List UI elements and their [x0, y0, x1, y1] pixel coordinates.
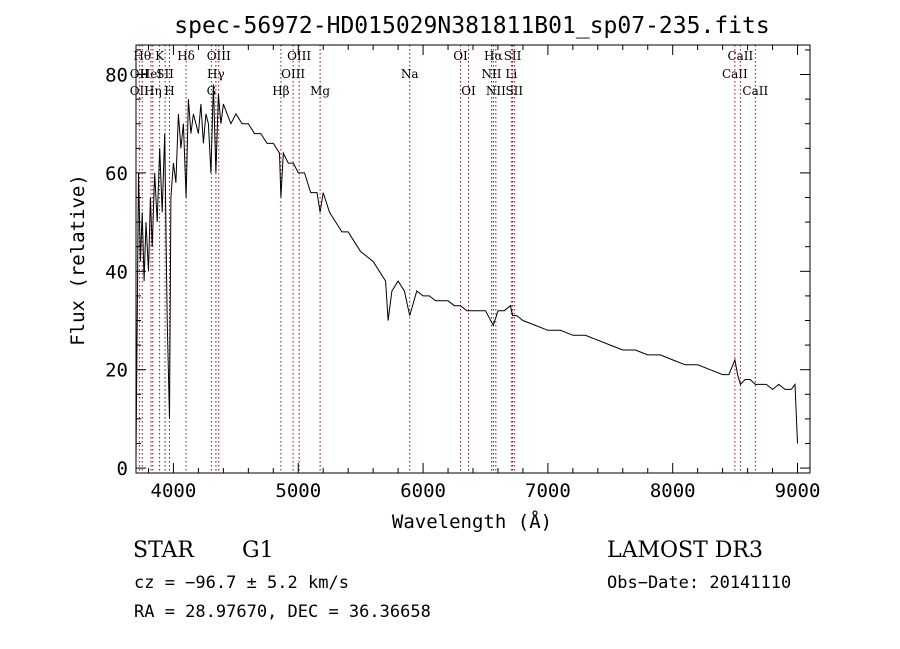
line-marker-label: Hβ: [272, 84, 289, 98]
x-axis-label: Wavelength (Å): [392, 510, 552, 533]
coordinates: RA = 28.97670, DEC = 36.36658: [134, 602, 431, 622]
plot-frame: [135, 44, 811, 474]
line-marker-label: SII: [505, 84, 523, 98]
y-tick-label: 0: [117, 458, 128, 480]
object-subclass: G1: [242, 538, 274, 563]
line-marker-label: OI: [453, 49, 468, 63]
chart-title: spec-56972-HD015029N381811B01_sp07-235.f…: [174, 13, 769, 39]
line-marker-label: Li: [505, 67, 517, 81]
y-tick-label: 80: [105, 65, 128, 87]
line-marker-label: K: [155, 49, 165, 63]
line-marker-label: OIII: [207, 49, 231, 63]
line-marker-label: G: [207, 84, 217, 98]
line-marker-label: OIII: [287, 49, 311, 63]
x-tick-label: 8000: [650, 480, 696, 502]
line-marker-label: NII: [481, 67, 501, 81]
redshift-velocity: cz = −96.7 ± 5.2 km/s: [134, 573, 349, 593]
line-marker-label: Na: [401, 67, 419, 81]
line-marker-label: NII: [486, 84, 506, 98]
survey-name: LAMOST DR3: [607, 538, 763, 563]
line-marker-label: HeI: [140, 67, 163, 81]
line-marker-label: OI: [461, 84, 476, 98]
x-tick-label: 6000: [400, 480, 446, 502]
line-marker-label: Hγ: [207, 67, 225, 81]
line-marker-label: OII: [130, 67, 150, 81]
line-marker-label: OII: [130, 84, 150, 98]
y-tick-label: 60: [105, 163, 128, 185]
x-tick-label: 5000: [275, 480, 321, 502]
line-marker-label: Mg: [310, 84, 330, 98]
x-tick-label: 4000: [151, 480, 197, 502]
y-axis-label: Flux (relative): [67, 174, 89, 346]
spectrum-line: [135, 84, 798, 459]
object-class: STAR: [133, 538, 194, 563]
x-tick-label: 7000: [525, 480, 571, 502]
line-marker-label: Hδ: [177, 49, 195, 63]
line-marker-label: Hθ: [133, 49, 151, 63]
x-tick-label: 9000: [775, 480, 821, 502]
line-marker-label: Hη: [144, 84, 162, 98]
line-marker-label: SII: [156, 67, 174, 81]
y-tick-label: 20: [105, 360, 128, 382]
line-marker-label: OIII: [281, 67, 305, 81]
y-tick-label: 40: [105, 261, 128, 283]
line-marker-label: SII: [504, 49, 522, 63]
line-marker-label: CaII: [727, 49, 753, 63]
line-marker-label: CaII: [742, 84, 768, 98]
line-marker-label: H: [164, 84, 174, 98]
line-marker-label: Hα: [484, 49, 503, 63]
line-marker-label: CaII: [722, 67, 748, 81]
observation-date: Obs−Date: 20141110: [607, 573, 792, 593]
